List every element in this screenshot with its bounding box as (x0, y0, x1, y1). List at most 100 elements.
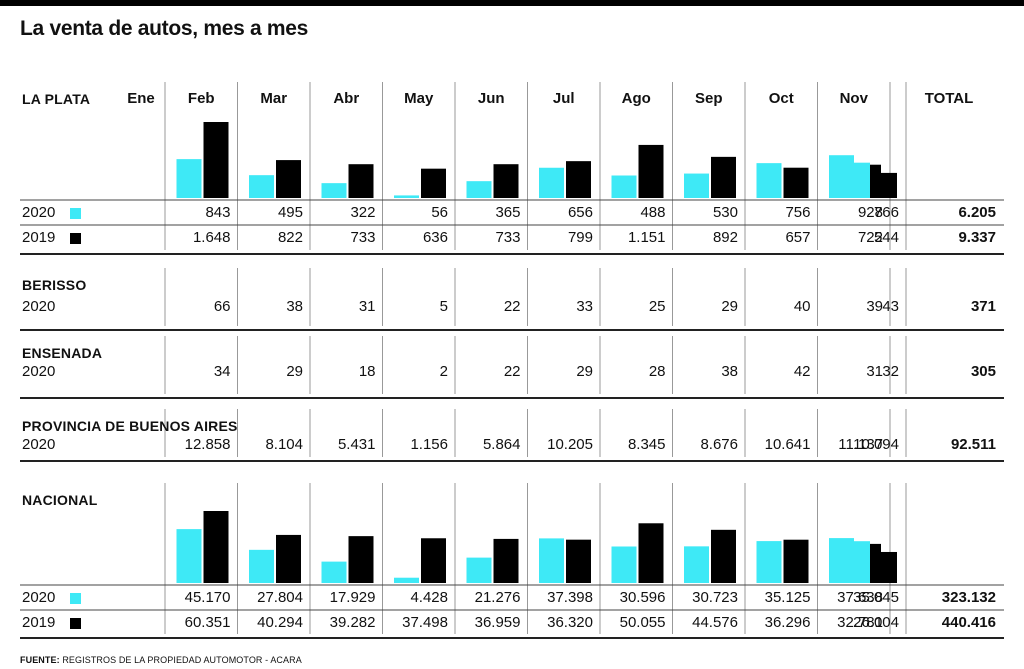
bar-2019 (566, 161, 591, 198)
section-title: PROVINCIA DE BUENOS AIRES (22, 418, 238, 434)
value-cell: 892 (712, 229, 738, 246)
value-cell: 35.125 (764, 589, 811, 606)
value-cell: 50.055 (619, 614, 666, 631)
bar-2020 (466, 557, 492, 583)
total-cell: 323.132 (941, 589, 996, 606)
bar-2020 (249, 175, 274, 198)
value-cell: 8.345 (627, 436, 666, 453)
value-cell: 5 (439, 298, 448, 315)
bar-2020 (611, 175, 637, 198)
value-cell: 44.576 (692, 614, 738, 631)
bar-2020 (756, 163, 782, 198)
top-rule (0, 0, 1024, 6)
value-cell: 822 (277, 229, 303, 246)
value-cell: 488 (640, 204, 666, 221)
bar-2019 (203, 122, 229, 198)
month-label: Ene (127, 90, 155, 107)
bar-2019 (493, 538, 519, 583)
value-cell: 10.205 (547, 436, 593, 453)
value-cell: 31 (358, 298, 376, 315)
bar-2019 (348, 164, 374, 198)
value-cell: 37.638 (837, 589, 883, 606)
bar-2020 (394, 195, 419, 198)
year-label: 2020 (22, 436, 56, 453)
value-cell: 38 (286, 298, 303, 315)
value-cell: 36.320 (547, 614, 593, 631)
value-cell: 8.676 (700, 436, 738, 453)
value-cell: 45.170 (184, 589, 231, 606)
value-cell: 636 (422, 229, 448, 246)
value-cell: 32.781 (837, 614, 883, 631)
value-cell: 22 (503, 298, 521, 315)
value-cell: 29 (576, 363, 593, 380)
section-title: BERISSO (22, 277, 87, 293)
bar-2019 (276, 534, 301, 583)
value-cell: 5.431 (337, 436, 376, 453)
bar-2019 (203, 511, 229, 583)
value-cell: 4.428 (410, 589, 448, 606)
month-label: Jul (552, 90, 575, 107)
month-label: Nov (839, 90, 868, 107)
month-label: Ago (621, 90, 651, 107)
value-cell: 722 (857, 229, 883, 246)
bar-2019 (872, 172, 897, 198)
footer-label: FUENTE: (20, 655, 60, 665)
value-cell: 32 (882, 363, 899, 380)
value-cell: 656 (567, 204, 593, 221)
value-cell: 544 (873, 229, 899, 246)
value-cell: 766 (873, 204, 899, 221)
bar-2019 (421, 538, 446, 583)
footer-text: REGISTROS DE LA PROPIEDAD AUTOMOTOR - AC… (62, 655, 302, 665)
value-cell: 38 (721, 363, 738, 380)
bar-2020 (611, 546, 637, 583)
chart-title: La venta de autos, mes a mes (20, 17, 309, 40)
value-cell: 17.929 (329, 589, 376, 606)
value-cell: 36.959 (474, 614, 521, 631)
bar-2019 (421, 168, 446, 198)
value-cell: 31 (866, 363, 883, 380)
section-title: ENSENADA (22, 345, 103, 361)
value-cell: 35.045 (853, 589, 899, 606)
value-cell: 495 (277, 204, 303, 221)
month-label: Sep (694, 90, 723, 107)
bar-2020 (466, 181, 492, 198)
value-cell: 10.641 (764, 436, 811, 453)
value-cell: 29 (286, 363, 303, 380)
value-cell: 5.864 (482, 436, 521, 453)
value-cell: 1.156 (410, 436, 448, 453)
year-label: 2020 (22, 298, 56, 315)
value-cell: 66 (213, 298, 231, 315)
value-cell: 39 (866, 298, 883, 315)
value-cell: 34 (213, 363, 231, 380)
value-cell: 18 (358, 363, 376, 380)
value-cell: 40.294 (257, 614, 303, 631)
value-cell: 1.151 (627, 229, 666, 246)
value-cell: 657 (785, 229, 811, 246)
bar-2019 (276, 160, 301, 198)
bar-2019 (711, 156, 736, 198)
value-cell: 756 (785, 204, 811, 221)
value-cell: 799 (567, 229, 593, 246)
value-cell: 37.498 (402, 614, 448, 631)
bar-2020 (176, 529, 202, 583)
total-cell: 9.337 (958, 229, 996, 246)
bar-2019 (783, 167, 809, 198)
bar-2020 (845, 541, 870, 583)
value-cell: 10.094 (853, 436, 899, 453)
value-cell: 37.398 (547, 589, 593, 606)
value-cell: 928 (857, 204, 883, 221)
value-cell: 733 (350, 229, 376, 246)
month-label: Feb (187, 90, 215, 107)
bar-2020 (539, 167, 564, 198)
total-cell: 371 (970, 298, 996, 315)
value-cell: 25 (648, 298, 666, 315)
value-cell: 8.104 (265, 436, 303, 453)
bar-2019 (856, 164, 881, 198)
bar-2020 (845, 162, 870, 198)
bar-2019 (783, 539, 809, 583)
value-cell: 40 (793, 298, 811, 315)
month-label: Mar (260, 90, 288, 107)
year-label: 2019 (22, 229, 56, 246)
bar-2020 (829, 538, 854, 583)
year-label: 2020 (22, 204, 56, 221)
